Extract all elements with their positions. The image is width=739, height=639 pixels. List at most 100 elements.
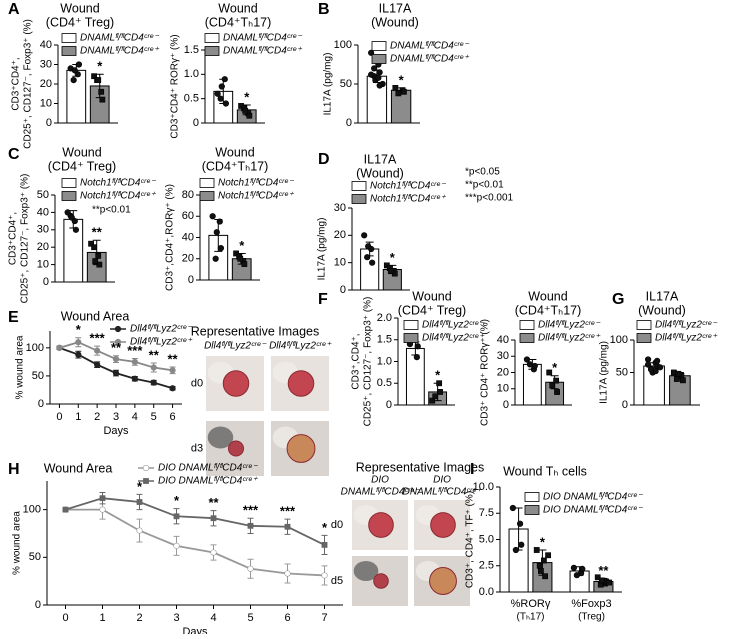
x-tick-label: 0	[56, 411, 62, 423]
data-point	[70, 76, 77, 84]
legend-label: Dll4ᶠˡ/ᶠˡLyz2ᶜʳᵉ⁻	[655, 320, 718, 331]
x-tick-label: 2	[94, 411, 100, 423]
y-tick-label: 0	[38, 398, 44, 410]
y-axis-label: % wound area	[12, 511, 23, 575]
data-point	[375, 74, 382, 81]
significance: *	[540, 534, 546, 549]
y-tick-label: 0	[346, 117, 352, 129]
significance: **	[149, 347, 160, 362]
data-point	[599, 577, 605, 584]
legend-label: DIO DNAMLᶠˡ/ᶠˡCD4ᶜʳᵉ⁺	[158, 476, 258, 487]
y-tick-label: 50	[616, 366, 628, 378]
data-point	[376, 69, 383, 76]
data-point	[512, 546, 519, 554]
data-point	[361, 232, 368, 239]
legend-swatch	[204, 33, 220, 43]
data-point	[216, 218, 223, 225]
y-tick-label: 20	[182, 253, 194, 265]
legend-label: DNAMLᶠˡ/ᶠˡCD4ᶜʳᵉ⁺	[223, 46, 302, 57]
data-point	[376, 82, 383, 89]
panel-letter: G	[612, 291, 624, 308]
point	[99, 506, 106, 513]
wound	[287, 370, 315, 397]
legend-label: Notch1ᶠˡ/ᶠˡCD4ᶜʳᵉ⁻	[370, 181, 446, 192]
legend-swatch	[199, 178, 215, 188]
y-tick-label: 1.0	[184, 68, 199, 80]
wound	[227, 440, 245, 457]
data-point	[246, 112, 253, 119]
data-point	[209, 213, 216, 220]
data-point	[241, 261, 248, 267]
data-point	[242, 107, 249, 114]
x-tick-label: 3	[113, 411, 119, 423]
wound	[222, 370, 250, 397]
legend-label: Notch1ᶠˡ/ᶠˡCD4ᶜʳᵉ⁻	[80, 178, 156, 189]
significance: ***	[127, 343, 143, 358]
significance: *	[244, 89, 250, 104]
point	[150, 379, 157, 386]
panel-letter: C	[8, 146, 20, 163]
chart-title: Wound Area	[44, 461, 113, 475]
y-tick-label: 10	[334, 257, 346, 269]
legend-label: DIO DNAMLᶠˡ/ᶠˡCD4ᶜʳᵉ⁻	[543, 505, 643, 516]
data-point	[392, 85, 399, 91]
point	[210, 515, 217, 522]
legend-swatch	[403, 333, 419, 343]
x-tick-label: 6	[170, 411, 176, 423]
chart-subtitle: (CD4⁺ Treg)	[48, 159, 116, 173]
chart-subtitle: (CD4⁺Tₕ17)	[205, 15, 272, 29]
point	[112, 355, 120, 363]
panel-letter: I	[470, 461, 474, 478]
significance: *	[552, 360, 558, 375]
y-tick-label: 40	[40, 39, 52, 51]
data-point	[413, 354, 420, 361]
significance: *	[97, 59, 103, 74]
data-point	[364, 254, 371, 261]
data-point	[371, 65, 378, 72]
x-tick-label: 3	[173, 612, 179, 624]
point	[131, 375, 138, 382]
note: **p<0.01	[465, 180, 504, 191]
point	[284, 570, 291, 577]
legend-label: DIO DNAMLᶠˡ/ᶠˡCD4ᶜʳᵉ⁻	[543, 492, 643, 503]
column-label: DIO	[371, 475, 389, 486]
point	[62, 506, 69, 513]
y-tick-label: 5.0	[479, 533, 494, 545]
x-tick-sublabel: (Tₕ17)	[517, 612, 545, 623]
x-tick-label: 4	[132, 411, 138, 423]
y-tick-label: 100	[23, 504, 41, 516]
data-point	[657, 364, 664, 371]
y-tick-label: 0	[46, 117, 52, 129]
y-axis-label: IL17A (pg/mg)	[323, 53, 334, 116]
chart-subtitle: (Wound)	[371, 15, 419, 29]
data-point	[237, 255, 244, 262]
legend-label: DNAMLᶠˡ/ᶠˡCD4ᶜʳᵉ⁻	[80, 33, 159, 44]
images-title: Representative Images	[356, 460, 485, 474]
point	[131, 358, 138, 365]
significance: *	[137, 479, 143, 494]
data-point	[365, 243, 372, 250]
wound	[286, 434, 316, 463]
legend-marker	[142, 464, 150, 472]
y-tick-label: 1.5	[184, 44, 199, 56]
y-axis-label: CD3⁺CD4⁺ RORγ⁺ (%)	[170, 34, 181, 138]
images-title: Representative Images	[191, 324, 320, 338]
y-tick-label: 40	[182, 231, 194, 243]
y-tick-label: 0.5	[377, 377, 392, 389]
x-tick-label: 0	[62, 612, 68, 624]
data-point	[536, 562, 543, 569]
column-label: DIO	[433, 475, 451, 486]
point	[321, 572, 328, 579]
x-tick-label: 1	[99, 612, 105, 624]
y-axis-label: IL17A (pg/mg)	[599, 341, 610, 404]
chart-title: Wound	[412, 289, 451, 303]
point	[247, 565, 254, 572]
y-tick-label: 0	[340, 284, 346, 296]
legend-label: DNAMLᶠˡ/ᶠˡCD4ᶜʳᵉ⁻	[390, 41, 469, 52]
data-point	[96, 261, 103, 268]
data-point	[546, 369, 553, 376]
y-axis-label: CD25⁺, CD127⁻, Foxp3⁺ (%)	[23, 19, 34, 149]
chart-title: IL17A	[364, 152, 397, 166]
point	[94, 347, 101, 354]
